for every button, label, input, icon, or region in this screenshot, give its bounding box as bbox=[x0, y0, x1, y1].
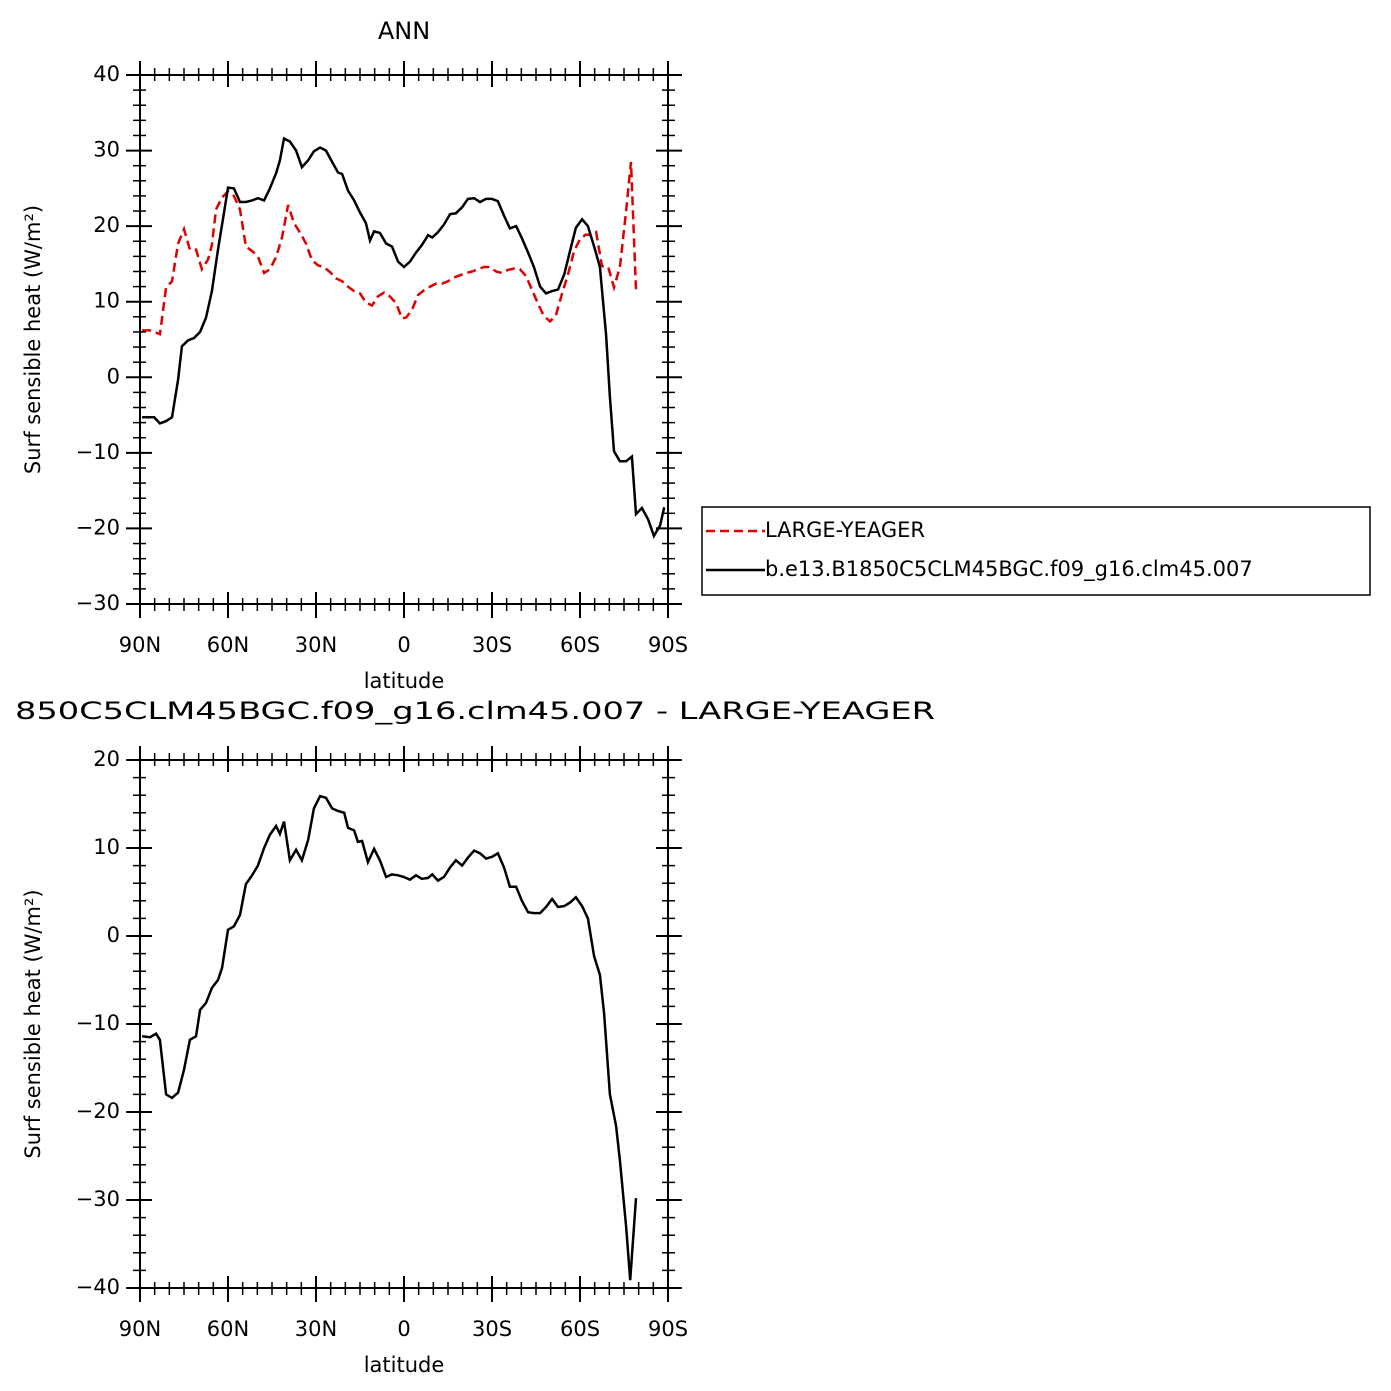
x-tick-label: 90S bbox=[648, 633, 688, 657]
x-tick-label: 0 bbox=[397, 633, 410, 657]
data-line bbox=[142, 136, 666, 539]
x-axis-label: latitude bbox=[364, 1353, 445, 1377]
y-tick-label: −10 bbox=[76, 440, 120, 464]
legend-label: b.e13.B1850C5CLM45BGC.f09_g16.clm45.007 bbox=[765, 557, 1253, 582]
x-tick-label: 90S bbox=[648, 1317, 688, 1341]
x-tick-label: 60S bbox=[560, 633, 600, 657]
x-tick-label: 90N bbox=[119, 633, 161, 657]
y-axis-label: Surf sensible heat (W/m²) bbox=[21, 205, 45, 474]
legend-label: LARGE-YEAGER bbox=[765, 518, 925, 542]
x-axis-label: latitude bbox=[364, 669, 445, 693]
y-tick-label: −30 bbox=[76, 591, 120, 615]
y-tick-label: 0 bbox=[107, 923, 120, 947]
x-tick-label: 30N bbox=[295, 633, 337, 657]
y-tick-label: −20 bbox=[76, 515, 120, 539]
plot-frame bbox=[139, 759, 669, 1289]
y-tick-label: 20 bbox=[93, 213, 120, 237]
data-line bbox=[142, 161, 638, 336]
y-tick-label: 0 bbox=[107, 364, 120, 388]
y-tick-label: −20 bbox=[76, 1099, 120, 1123]
chart-title: 850C5CLM45BGC.f09_g16.clm45.007 - LARGE-… bbox=[15, 697, 935, 725]
x-tick-label: 60S bbox=[560, 1317, 600, 1341]
y-axis-label: Surf sensible heat (W/m²) bbox=[21, 889, 45, 1158]
x-tick-label: 60N bbox=[207, 1317, 249, 1341]
y-tick-label: 40 bbox=[93, 62, 120, 86]
x-tick-label: 0 bbox=[397, 1317, 410, 1341]
y-tick-label: −30 bbox=[76, 1187, 120, 1211]
y-tick-label: 20 bbox=[93, 747, 120, 771]
chart-title: ANN bbox=[378, 17, 430, 45]
y-tick-label: 10 bbox=[93, 835, 120, 859]
y-tick-label: 30 bbox=[93, 138, 120, 162]
y-tick-label: −40 bbox=[76, 1275, 120, 1299]
x-tick-label: 90N bbox=[119, 1317, 161, 1341]
legend-box bbox=[701, 506, 1371, 596]
x-tick-label: 60N bbox=[207, 633, 249, 657]
x-tick-label: 30S bbox=[472, 1317, 512, 1341]
y-tick-label: 10 bbox=[93, 289, 120, 313]
plot-frame bbox=[139, 74, 669, 605]
x-tick-label: 30N bbox=[295, 1317, 337, 1341]
x-tick-label: 30S bbox=[472, 633, 512, 657]
y-tick-label: −10 bbox=[76, 1011, 120, 1035]
data-line bbox=[141, 794, 638, 1281]
